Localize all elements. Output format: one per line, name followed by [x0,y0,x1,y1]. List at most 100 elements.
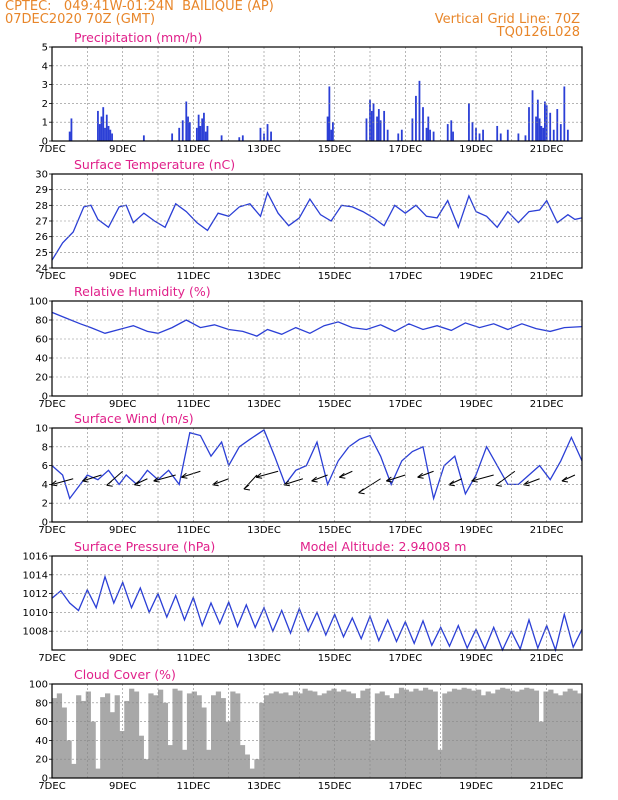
precip-bar [471,122,474,141]
cloud-bar [129,688,135,778]
x-tick-label: 13DEC [247,653,281,664]
precip-bar [70,118,73,141]
x-tick-label: 19DEC [459,653,493,664]
wind-arrow-head [106,480,112,486]
cloud-bar [567,688,573,778]
precip-bar [104,127,106,141]
cloud-bar [273,691,279,778]
y-tick-label: 1010 [23,608,48,619]
x-tick-label: 21DEC [530,781,564,792]
panel-frame [51,683,583,779]
cloud-bar [326,690,332,778]
precip-bar [544,101,546,141]
precip-bar [563,86,566,141]
y-tick-label: 40 [35,354,48,365]
wind-arrow-head [181,472,187,478]
precip-bar [496,125,499,141]
cloud-bar [283,692,289,778]
wind-arrow-head [417,476,424,479]
panel-frame [51,427,583,523]
y-tick-label: 1008 [23,627,48,638]
precip-bar [142,135,145,141]
x-tick-label: 7DEC [38,399,65,410]
wind-arrow-head [134,484,141,487]
cloud-bar [408,691,414,778]
cloud-bar [56,693,63,778]
precip-bar [499,133,502,141]
cloud-bar [341,689,347,778]
cloud-bar [148,693,154,778]
x-tick-label: 7DEC [38,781,65,792]
wind-arrow-head [181,476,188,479]
cloud-bar [365,688,371,778]
panel-title: Surface Temperature (nC) [74,157,235,172]
cloud-bar [374,693,381,778]
cloud-bar [447,691,453,778]
precip-bar [524,135,527,141]
wind-arrow [523,478,540,486]
cloud-bar [292,691,299,778]
wind-arrow-head [311,476,317,482]
cloud-bar [52,698,58,778]
x-tick-label: 9DEC [109,653,136,664]
cloud-bar [384,695,390,778]
x-tick-label: 9DEC [109,525,136,536]
wind-arrow [51,478,74,486]
precip-bar [178,127,181,141]
cloud-bar [432,691,438,778]
wind-arrow-head [256,476,263,479]
x-tick-label: 15DEC [318,271,352,282]
precip-bar [330,129,333,141]
cloud-bar [158,689,164,778]
panel-title: Surface Wind (m/s) [74,411,194,426]
y-tick-label: 60 [35,717,48,728]
wind-arrow-head [358,492,365,495]
precip-bar [377,109,380,141]
x-tick-label: 9DEC [109,781,136,792]
x-tick-label: 7DEC [38,653,65,664]
x-tick-label: 19DEC [459,144,493,155]
x-tick-label: 17DEC [388,271,422,282]
cloud-bar [244,754,250,778]
wind-arrow-head [523,480,529,486]
grid-note: Vertical Grid Line: 70Z [434,12,580,27]
cloud-bar [509,690,515,778]
cloud-bar [124,700,130,778]
panel-frame [51,173,583,269]
cloud-bar [230,691,236,778]
precip-bar [201,118,204,141]
panel-frame [51,555,583,651]
wind-arrow-head [283,480,290,486]
cloud-bar [379,691,385,778]
cloud-bar [451,688,458,778]
wind-arrow [82,474,102,482]
precip-bar [452,131,454,141]
cloud-bar [394,693,400,778]
precip-bar [107,125,110,141]
y-tick-label: 28 [35,201,48,212]
wind-arrow-head [153,480,160,483]
x-tick-label: 13DEC [247,271,281,282]
precip-bar [450,120,453,141]
cloud-bar [133,691,140,778]
cloud-bar [76,695,82,778]
cloud-bar [557,695,564,778]
precip-bar [427,116,430,141]
x-tick-label: 9DEC [109,271,136,282]
cloud-bar [331,688,337,778]
precip-bar [109,129,112,141]
cloud-bar [268,693,275,778]
x-tick-label: 15DEC [318,525,352,536]
cloud-bar [100,697,106,778]
x-tick-label: 7DEC [38,525,65,536]
wind-arrow-head [358,488,364,494]
cloud-bar [191,691,197,778]
cloud-bar [143,759,149,778]
precip-bar [475,127,477,141]
cloud-bar [442,693,448,778]
cloud-bar [461,687,467,778]
wind-arrow-head [82,476,88,482]
x-tick-label: 17DEC [388,653,422,664]
y-tick-label: 5 [42,43,48,54]
precip-bar [379,120,382,141]
